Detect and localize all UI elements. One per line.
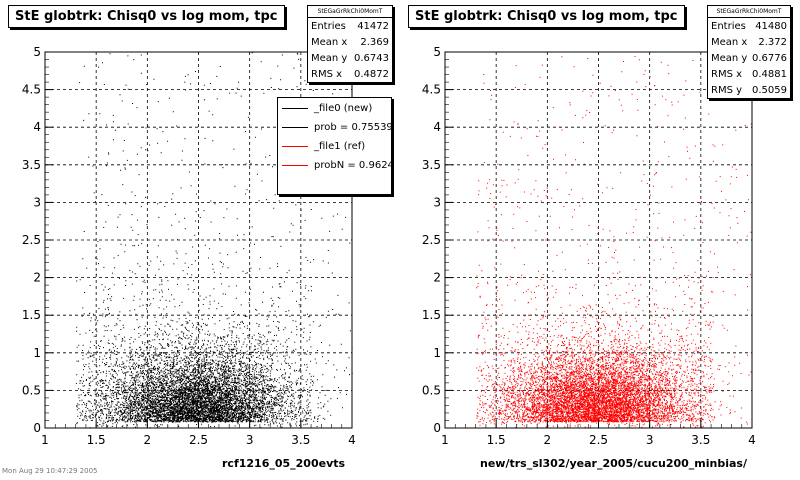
x-tick-label: 4 <box>348 433 356 447</box>
x-tick-label: 1.5 <box>87 433 106 447</box>
y-tick-label: 3.5 <box>422 158 441 172</box>
left-scatter-panel: 1 1.5 2 2.5 3 3.5 4 0 0.5 1 1.5 2 2.5 3 3.5 4 4.5 5 <box>22 45 356 447</box>
y-tick-label: 4.5 <box>422 83 441 97</box>
x-tick-label: 3 <box>646 433 654 447</box>
legend-entry-probn: probN = 0.962415 <box>278 156 391 174</box>
x-tick-label: 1.5 <box>487 433 506 447</box>
y-tick-label: 4 <box>433 120 441 134</box>
right-scatter-panel: 1 1.5 2 2.5 3 3.5 4 0 0.5 1 1.5 2 2.5 3 3.5 4 4.5 5 <box>422 45 756 447</box>
y-tick-label: 1.5 <box>22 308 41 322</box>
left-data-points <box>75 52 353 429</box>
y-tick-label: 4.5 <box>22 83 41 97</box>
y-tick-label: 2.5 <box>22 233 41 247</box>
scatter-points <box>476 56 752 429</box>
left-x-axis-title: rcf1216_05_200evts <box>222 457 346 470</box>
left-stats-box: StEGaGrRkChi0MomT Entries 41472 Mean x 2.3… <box>307 5 393 83</box>
scatter-points <box>75 52 353 429</box>
right-x-axis-title: new/trs_sl302/year_2005/cucu200_minbias/ <box>480 457 747 470</box>
right-stats-rmsy: RMS y 0.5059 <box>711 85 787 96</box>
left-stats-meany: Mean y 0.6743 <box>311 53 389 64</box>
x-tick-label: 3.5 <box>691 433 710 447</box>
legend-line <box>282 126 308 128</box>
x-tick-label: 1 <box>41 433 49 447</box>
legend-line <box>282 145 308 147</box>
right-stats-meanx: Mean x 2.372 <box>711 37 787 48</box>
right-data-points <box>476 56 752 429</box>
x-tick-label: 3.5 <box>291 433 310 447</box>
legend-entry-file0: _file0 (new) <box>278 99 391 117</box>
legend-box: _file0 (new) prob = 0.755397 _file1 (ref… <box>277 97 392 195</box>
y-tick-label: 3.5 <box>22 158 41 172</box>
footer-timestamp: Mon Aug 29 10:47:29 2005 <box>2 467 98 475</box>
y-tick-label: 0 <box>433 421 441 435</box>
y-tick-label: 5 <box>33 45 41 59</box>
y-tick-label: 1.5 <box>422 308 441 322</box>
left-chart-title: StE globtrk: Chisq0 vs log mom, tpc <box>8 5 285 28</box>
legend-entry-prob: prob = 0.755397 <box>278 118 391 136</box>
right-axis-ticks: 1 1.5 2 2.5 3 3.5 4 0 0.5 1 1.5 2 2.5 3 3.5 4 4.5 5 <box>422 45 756 447</box>
left-stats-entries: Entries 41472 <box>311 21 389 32</box>
x-tick-label: 2.5 <box>189 433 208 447</box>
x-tick-label: 2 <box>544 433 552 447</box>
y-tick-label: 3 <box>433 195 441 209</box>
left-stats-meanx: Mean x 2.369 <box>311 37 389 48</box>
right-stats-box: StEGaGrRkChi0MomT Entries 41480 Mean x 2.3… <box>707 5 791 99</box>
y-tick-label: 1 <box>433 346 441 360</box>
right-grid <box>445 52 752 428</box>
left-stats-name: StEGaGrRkChi0MomT <box>308 6 392 18</box>
right-stats-rmsx: RMS x 0.4881 <box>711 69 787 80</box>
legend-line <box>282 164 308 166</box>
y-tick-label: 4 <box>33 120 41 134</box>
right-stats-entries: Entries 41480 <box>711 21 787 32</box>
right-stats-name: StEGaGrRkChi0MomT <box>708 6 790 18</box>
y-tick-label: 2 <box>33 271 41 285</box>
x-tick-label: 2.5 <box>589 433 608 447</box>
y-tick-label: 5 <box>433 45 441 59</box>
y-tick-label: 0.5 <box>422 383 441 397</box>
right-stats-meany: Mean y 0.6776 <box>711 53 787 64</box>
left-stats-rmsx: RMS x 0.4872 <box>311 69 389 80</box>
y-tick-label: 0 <box>33 421 41 435</box>
legend-line <box>282 107 308 109</box>
left-axis-ticks: 1 1.5 2 2.5 3 3.5 4 0 0.5 1 1.5 2 2.5 3 3.5 4 4.5 5 <box>22 45 356 447</box>
y-tick-label: 1 <box>33 346 41 360</box>
legend-entry-file1: _file1 (ref) <box>278 137 391 155</box>
x-tick-label: 1 <box>441 433 449 447</box>
y-tick-label: 3 <box>33 195 41 209</box>
y-tick-label: 0.5 <box>22 383 41 397</box>
x-tick-label: 2 <box>144 433 152 447</box>
right-chart-title: StE globtrk: Chisq0 vs log mom, tpc <box>408 5 685 28</box>
x-tick-label: 3 <box>246 433 254 447</box>
y-tick-label: 2.5 <box>422 233 441 247</box>
y-tick-label: 2 <box>433 271 441 285</box>
x-tick-label: 4 <box>748 433 756 447</box>
